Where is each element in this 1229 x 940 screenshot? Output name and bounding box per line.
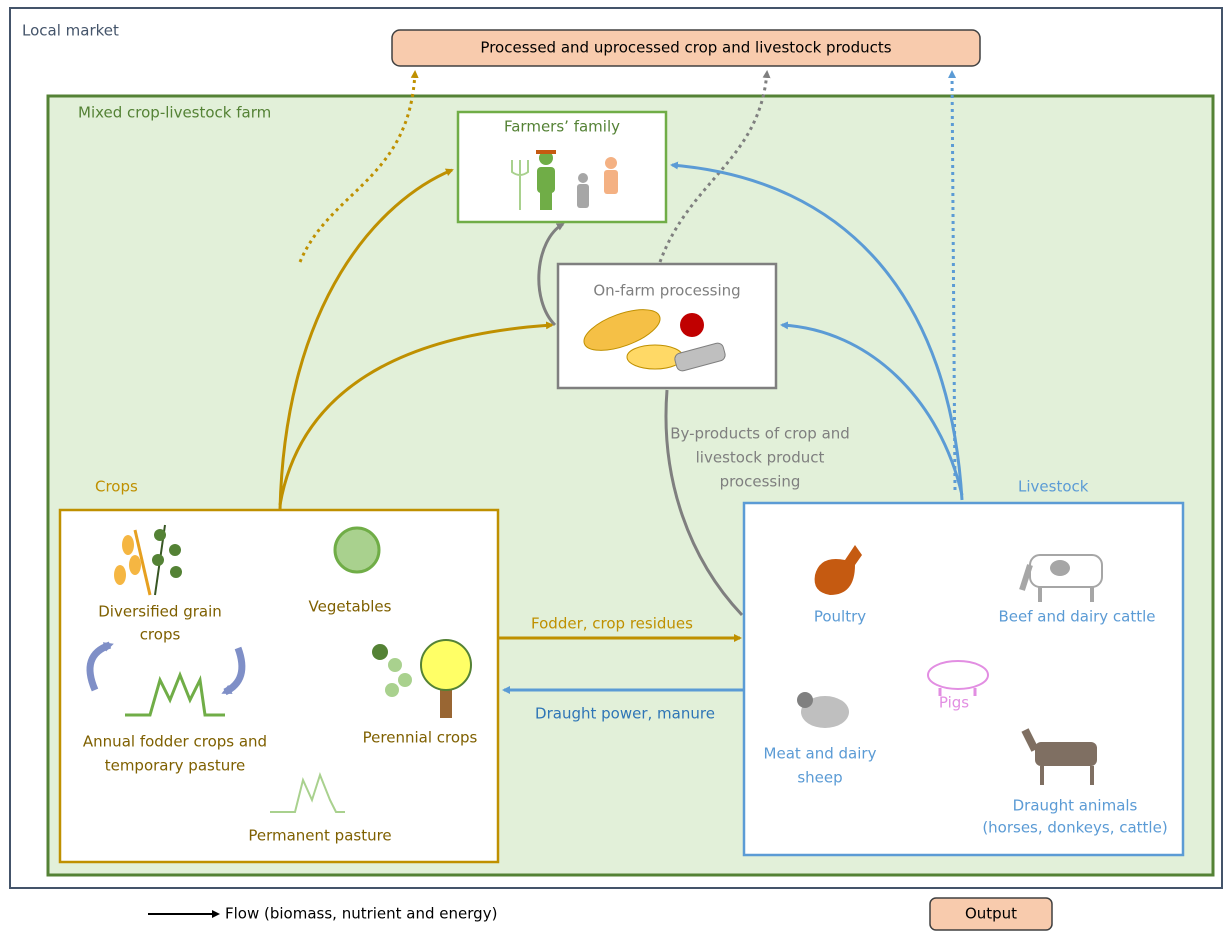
livestock-label: Livestock — [1018, 478, 1089, 496]
byproduct-label: livestock product — [696, 449, 825, 467]
crop-label: Perennial crops — [363, 729, 478, 747]
crops-label: Crops — [95, 478, 138, 496]
legend-output: Output — [965, 905, 1017, 923]
crop-label: temporary pasture — [105, 757, 246, 775]
crop-label: Permanent pasture — [248, 827, 391, 845]
processing-icon — [583, 309, 726, 372]
flow-label: Draught power, manure — [535, 705, 715, 723]
byproduct-label: By-products of crop and — [670, 425, 850, 443]
output-box — [391, 29, 981, 67]
byproduct-label: processing — [720, 473, 801, 491]
flow-label: Fodder, crop residues — [531, 615, 693, 633]
output-label: Processed and uprocessed crop and livest… — [480, 39, 891, 57]
legend-flow: Flow (biomass, nutrient and energy) — [225, 905, 497, 923]
livestock-item: Draught animals — [1013, 797, 1138, 815]
livestock-icons — [797, 545, 1103, 785]
flow-arrow — [780, 321, 964, 496]
crop-label: crops — [140, 626, 181, 644]
flows — [278, 70, 964, 694]
flow-arrow — [298, 70, 419, 263]
processing-label: On-farm processing — [593, 282, 740, 300]
flow-arrow — [664, 389, 744, 617]
crop-label: Vegetables — [309, 598, 392, 616]
flow-arrow — [537, 222, 565, 327]
flow-arrow — [278, 168, 454, 511]
livestock-item: Meat and dairy — [764, 745, 877, 763]
livestock-item: sheep — [797, 769, 842, 787]
family-icon — [511, 150, 618, 210]
livestock-item: Poultry — [814, 608, 866, 626]
crop-label: Diversified grain — [98, 603, 222, 621]
market-label: Local market — [22, 22, 119, 40]
livestock-item: Beef and dairy cattle — [998, 608, 1155, 626]
livestock-item: (horses, donkeys, cattle) — [982, 819, 1167, 837]
livestock-item: Pigs — [939, 694, 969, 712]
farm-label: Mixed crop-livestock farm — [78, 104, 271, 122]
flow-arrow — [278, 321, 554, 506]
flow-arrow — [658, 70, 771, 263]
legend-output-box — [929, 897, 1053, 931]
family-box — [456, 110, 668, 224]
family-label: Farmers’ family — [504, 118, 620, 136]
crop-label: Annual fodder crops and — [83, 733, 267, 751]
flow-arrow — [670, 161, 964, 501]
crop-icons — [86, 524, 472, 813]
